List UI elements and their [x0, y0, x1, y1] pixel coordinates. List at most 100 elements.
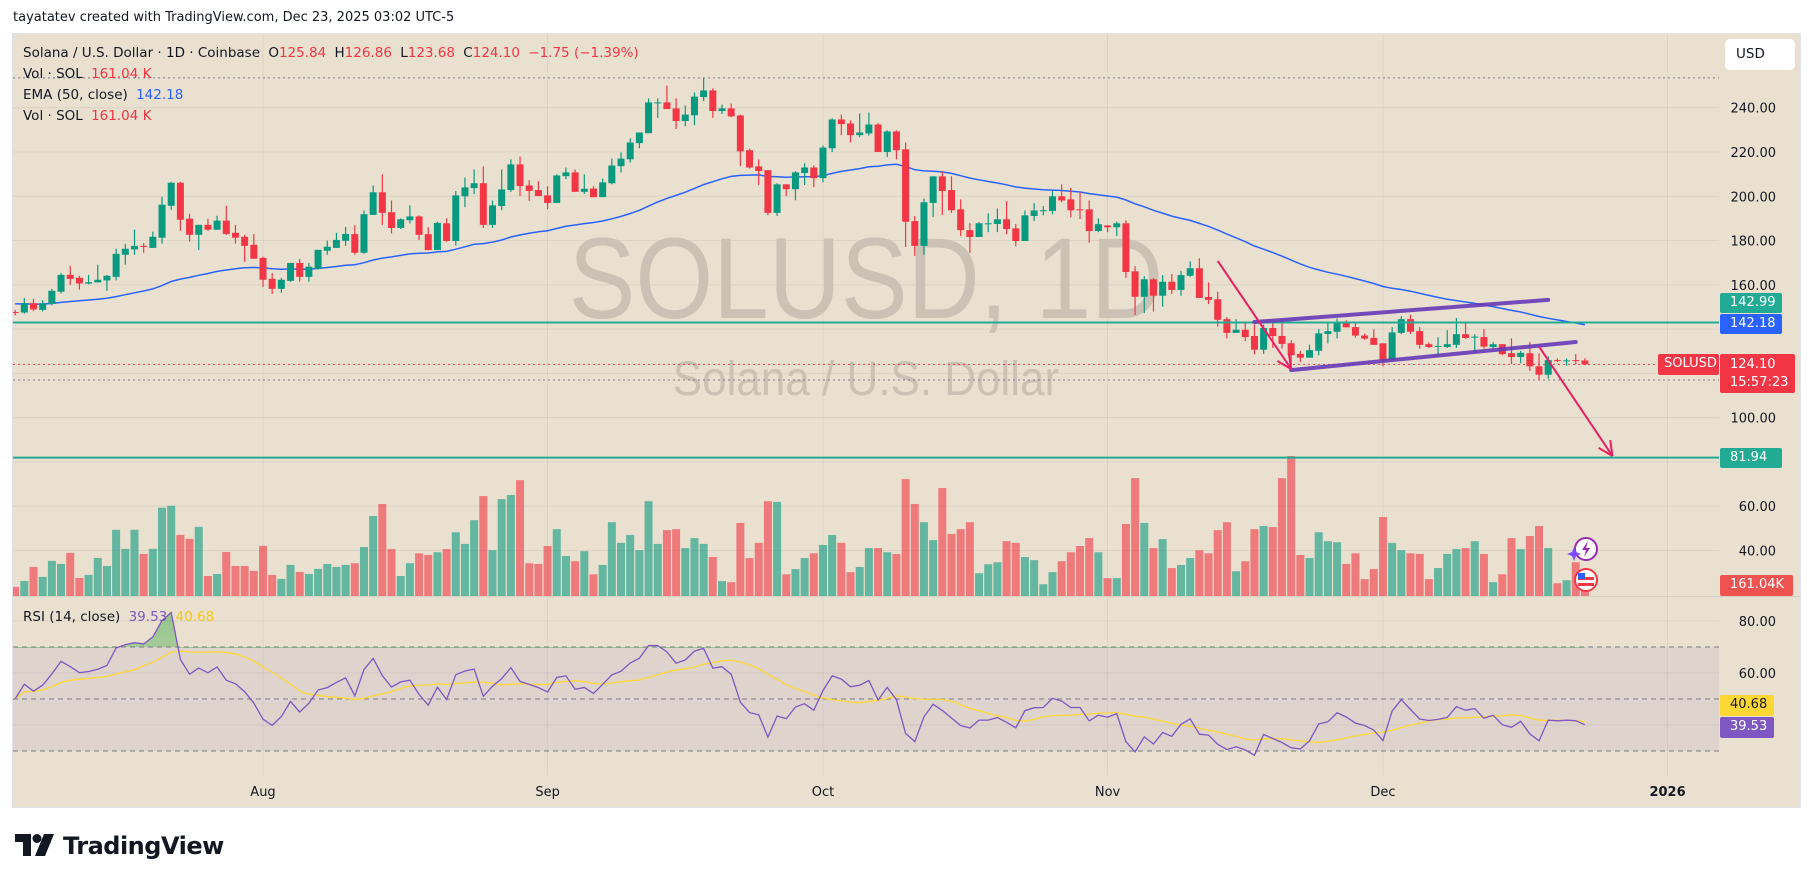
candle-body: [57, 274, 65, 292]
symbol-legend[interactable]: Solana / U.S. Dollar · 1D · Coinbase O12…: [23, 45, 643, 62]
volume-bar: [479, 496, 488, 596]
candle-body: [406, 216, 414, 221]
volume-bar: [745, 558, 754, 596]
candle: [1269, 323, 1277, 348]
event-icons[interactable]: [1567, 537, 1598, 592]
volume-bar: [1314, 532, 1323, 596]
volume-bar: [644, 501, 653, 596]
candle: [176, 181, 184, 231]
candle: [948, 176, 955, 213]
candle-body: [489, 205, 496, 225]
volume-bar: [231, 565, 240, 596]
volume-bar: [855, 567, 864, 596]
candle: [1351, 321, 1359, 338]
candle-body: [1563, 360, 1571, 362]
candle-body: [1250, 335, 1258, 350]
candle-body: [1572, 360, 1580, 362]
rsi-label: RSI (14, close): [23, 609, 121, 625]
candle-body: [727, 108, 735, 117]
candle: [351, 225, 359, 255]
candle-body: [195, 224, 203, 235]
candle-body: [1039, 210, 1047, 212]
candle: [314, 249, 322, 270]
candle-body: [1489, 344, 1497, 348]
rsi-band: [13, 647, 1719, 751]
currency-button[interactable]: USD: [1725, 39, 1795, 70]
rsi-line: [14, 611, 1586, 757]
candle-body: [534, 190, 542, 197]
candle-body: [112, 253, 120, 277]
volume-bar: [277, 578, 286, 596]
candle-body: [663, 102, 671, 110]
candle-body: [39, 303, 47, 310]
volume-bar: [543, 546, 552, 596]
volume-legend-1[interactable]: Vol · SOL 161.04 K: [23, 66, 155, 83]
candle: [378, 174, 386, 225]
rsi-legend[interactable]: RSI (14, close) 39.53 40.68: [23, 609, 218, 626]
volume-bar: [470, 520, 479, 596]
drawings[interactable]: [13, 260, 1719, 459]
volume-bar: [580, 551, 589, 596]
volume-bar: [901, 479, 910, 596]
volume-bar: [1544, 548, 1553, 596]
volume-bar: [1149, 548, 1158, 596]
volume-bar: [1535, 526, 1544, 596]
volume-legend-2[interactable]: Vol · SOL 161.04 K: [23, 108, 155, 125]
volume-bar: [653, 543, 662, 596]
volume-bar: [130, 529, 139, 596]
candle-body: [580, 188, 588, 192]
volume-bar: [571, 561, 580, 596]
candle: [700, 77, 708, 102]
volume-bar: [1259, 526, 1268, 596]
candle: [1342, 320, 1350, 328]
candle: [993, 208, 1001, 233]
volume-bar: [259, 545, 267, 596]
candle: [902, 142, 910, 247]
volume-bar: [754, 542, 763, 596]
candle: [984, 213, 992, 233]
candle: [1425, 342, 1433, 348]
candle-body: [1471, 336, 1479, 338]
volume-bar: [965, 522, 974, 596]
symbol-description[interactable]: Solana / U.S. Dollar · 1D · Coinbase: [23, 45, 261, 61]
candle-body: [470, 183, 478, 189]
volume-bar: [727, 582, 736, 596]
candle: [791, 171, 799, 201]
candle: [195, 224, 203, 250]
volume-bar: [1121, 523, 1130, 596]
candle: [801, 163, 809, 185]
tradingview-logo[interactable]: TradingView: [15, 830, 224, 862]
volume-bar: [892, 553, 901, 596]
volume-bar: [378, 503, 387, 596]
candle: [1030, 203, 1038, 222]
ema-legend[interactable]: EMA (50, close) 142.18: [23, 87, 187, 104]
candle: [103, 274, 111, 291]
candle-body: [176, 182, 184, 220]
candle-body: [764, 170, 772, 213]
candle-body: [1094, 224, 1102, 232]
candle-body: [378, 192, 386, 213]
volume-bar: [176, 534, 185, 596]
candle-body: [718, 108, 726, 112]
candle: [810, 165, 818, 188]
volume-bar: [589, 574, 598, 596]
candle: [360, 210, 368, 254]
candle: [1113, 221, 1121, 236]
lightning-event-icon[interactable]: [1567, 537, 1598, 561]
tradingview-brand: TradingView: [63, 832, 224, 860]
candle: [617, 152, 625, 173]
volume-bar: [139, 553, 148, 596]
candle: [920, 198, 928, 255]
candle-body: [957, 209, 965, 231]
candle-body: [700, 90, 708, 98]
candle-body: [1140, 279, 1148, 297]
rsi-axis-label: 80.00: [1739, 615, 1776, 630]
candle-body: [746, 150, 754, 168]
candle: [1048, 191, 1056, 215]
candle-body: [1186, 268, 1194, 276]
volume-bar: [47, 560, 56, 596]
candle: [1085, 200, 1093, 243]
candle-body: [1113, 223, 1121, 228]
us-flag-event-icon[interactable]: [1574, 568, 1598, 592]
